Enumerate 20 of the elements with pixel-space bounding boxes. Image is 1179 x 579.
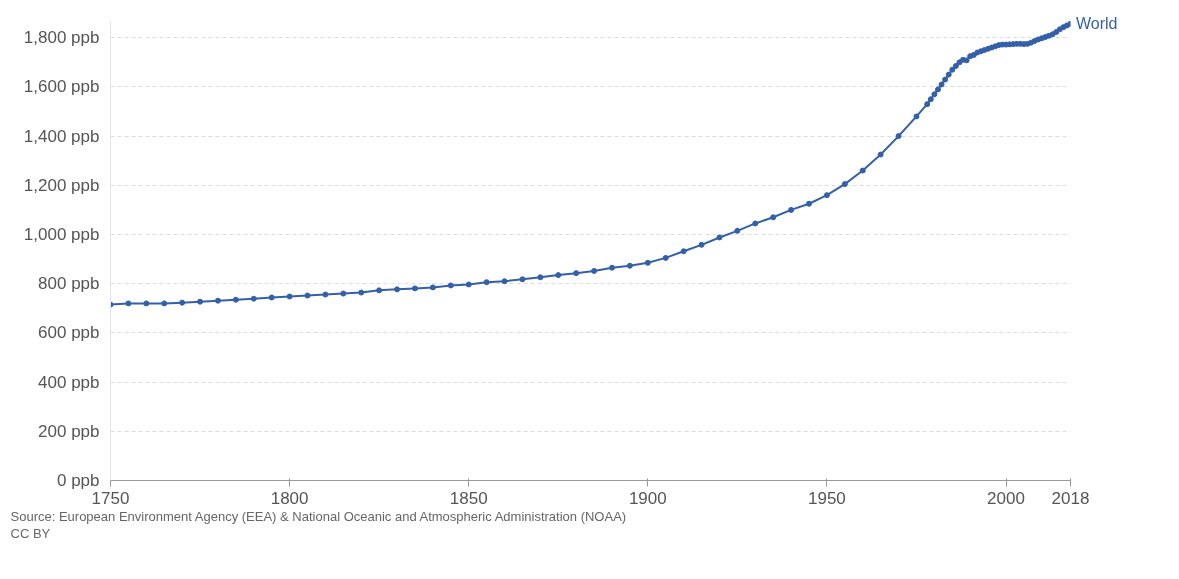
x-tick-label: 1800: [270, 488, 309, 508]
series-label: World: [1076, 14, 1118, 34]
source-note: Source: European Environment Agency (EEA) & National Oceanic and Atmospheric Administration (NOAA): [10, 508, 627, 524]
y-tick-label: 1,600 ppb: [23, 77, 100, 97]
x-tick-label: 1900: [628, 488, 667, 508]
text: CC BY: [10, 525, 51, 541]
x-tick-label: 1950: [808, 488, 846, 508]
x-tick-label: 2018: [1051, 488, 1090, 508]
y-tick-label: 400 ppb: [38, 372, 100, 392]
y-tick-label: 600 ppb: [38, 323, 100, 343]
y-tick-label: 0 ppb: [56, 471, 100, 490]
x-tick-label: 2000: [987, 488, 1025, 508]
y-tick-label: 200 ppb: [38, 421, 100, 441]
y-tick-label: 1,800 ppb: [23, 28, 100, 48]
y-tick-label: 1,000 ppb: [23, 225, 100, 245]
y-tick-label: 800 ppb: [38, 274, 100, 294]
x-tick-label: 1750: [91, 488, 130, 508]
y-tick-label: 1,200 ppb: [23, 175, 100, 195]
x-tick-label: 1850: [449, 488, 488, 508]
y-tick-label: 1,400 ppb: [23, 126, 100, 146]
